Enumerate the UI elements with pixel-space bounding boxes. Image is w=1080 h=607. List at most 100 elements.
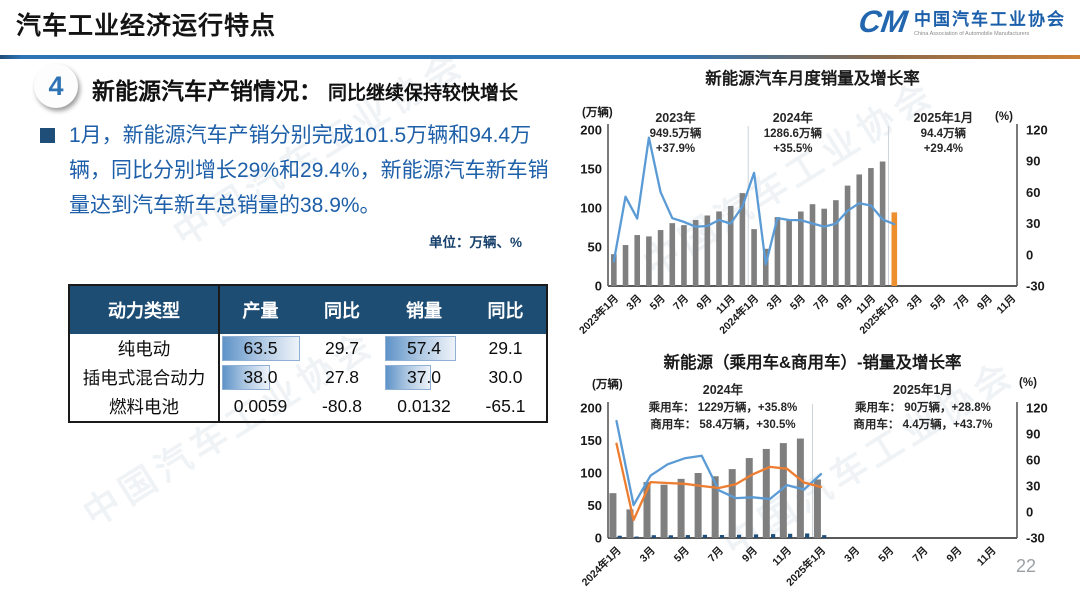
value-databar [385, 336, 456, 361]
cell-value: 纯电动 [117, 339, 171, 359]
cell-value: -65.1 [485, 396, 526, 416]
svg-text:-30: -30 [1026, 531, 1045, 546]
x-axis-label: 3月 [765, 293, 785, 313]
logo-name-en: China Association of Automobile Manufact… [914, 31, 1030, 37]
summary-text: 1月，新能源汽车产销分别完成101.5万辆和94.4万辆，同比分别增长29%和2… [69, 124, 549, 217]
value-databar [222, 336, 301, 361]
table-cell: 纯电动 [69, 334, 220, 363]
monthly-sales-svg: 新能源汽车月度销量及增长率 (万辆) (%) 0 50 100 150 200 -30 0 30 60… [576, 68, 1047, 337]
caam-logo-icon: CM [856, 3, 910, 39]
table-row: 纯电动 63.5 29.7 57.4 29.1 [69, 334, 547, 363]
table-cell: 29.7 [301, 334, 383, 363]
chart-title: 新能源（乘用车&商用车）-销量及增长率 [664, 352, 962, 372]
svg-text:-30: -30 [1026, 279, 1045, 294]
table-cell: -80.8 [301, 392, 383, 422]
chart-annotation: 乘用车： 1229万辆，+35.8% [648, 400, 798, 414]
table-column-header: 产量 [219, 285, 301, 334]
table-cell: 插电式混合动力 [69, 363, 220, 392]
chart-annotation: 1286.6万辆 [764, 126, 823, 140]
chart-annotation: 949.5万辆 [650, 126, 702, 140]
table-cell: 30.0 [465, 363, 547, 392]
table-column-header: 动力类型 [69, 285, 220, 334]
x-axis-label: 9月 [975, 293, 995, 313]
unit-note: 单位：万辆、% [428, 235, 522, 250]
table-cell: 57.4 [383, 334, 465, 363]
pv-cv-sales-chart: 新能源（乘用车&商用车）-销量及增长率 (万辆) (%) 0 50 100 150 200 -3… [570, 350, 1075, 607]
cell-value: 29.7 [324, 338, 360, 358]
x-axis-label: 9月 [835, 293, 855, 313]
x-axis-label: 3月 [842, 545, 862, 565]
header-divider [0, 55, 1080, 59]
x-axis-label: 2023年1月 [576, 292, 621, 337]
bullet-square-icon [40, 128, 55, 143]
table-cell: 0.0059 [219, 392, 301, 422]
chart-annotation: 商用车： 58.4万辆，+30.5% [650, 417, 795, 431]
section-number-badge: 4 [34, 64, 78, 108]
value-databar [385, 365, 432, 390]
table-cell: 63.5 [219, 334, 301, 363]
x-axis-label: 7月 [811, 293, 831, 313]
page-number: 22 [1015, 556, 1036, 576]
monthly-sales-bars-0 [611, 161, 898, 286]
x-axis-label: 2024年1月 [579, 544, 624, 589]
chart-annotation: +29.4% [924, 143, 963, 155]
table-column-header: 同比 [301, 285, 383, 334]
cell-value: 插电式混合动力 [82, 368, 206, 388]
chart-annotation: 2024年 [773, 110, 814, 125]
svg-text:200: 200 [580, 401, 602, 416]
table-cell: -65.1 [465, 392, 547, 422]
table-cell: 27.8 [301, 363, 383, 392]
x-axis-label: 11月 [770, 545, 794, 569]
logo-name-cn: 中国汽车工业协会 [914, 10, 1066, 29]
summary-bullet: 1月，新能源汽车产销分别完成101.5万辆和94.4万辆，同比分别增长29%和2… [38, 118, 562, 223]
svg-text:30: 30 [1026, 479, 1040, 494]
svg-text:150: 150 [580, 433, 602, 448]
page-title: 汽车工业经济运行特点 [16, 12, 277, 40]
chart-annotation: 商用车： 4.4万辆，+43.7% [853, 417, 992, 431]
monthly-sales-chart: 新能源汽车月度销量及增长率 (万辆) (%) 0 50 100 150 200 -30 0 30 60… [570, 64, 1075, 350]
pv-cv-sales-growth-line [615, 419, 823, 507]
chart-annotation: 2025年1月 [913, 110, 973, 125]
svg-text:50: 50 [588, 498, 602, 513]
x-axis-label: 3月 [624, 293, 644, 313]
cell-value: 燃料电池 [109, 397, 179, 417]
table-cell: 38.0 [219, 363, 301, 392]
table-column-header: 销量 [383, 285, 465, 334]
x-axis-label: 7月 [706, 545, 726, 565]
power-table: 动力类型 产量 同比 销量 同比 纯电动 63.5 29.7 57.4 29.1 插电式混合动力 3… [68, 284, 548, 423]
x-axis-label: 3月 [905, 293, 925, 313]
table-cell: 29.1 [465, 334, 547, 363]
chart-annotation: 94.4万辆 [921, 126, 967, 140]
chart-annotation: +37.9% [656, 143, 695, 155]
cell-value: -80.8 [322, 396, 362, 416]
cell-value: 27.8 [324, 367, 360, 387]
svg-text:30: 30 [1026, 216, 1040, 231]
left-axis-unit: (万辆) [592, 377, 623, 391]
chart-title: 新能源汽车月度销量及增长率 [705, 68, 920, 88]
svg-text:90: 90 [1026, 427, 1040, 442]
cell-value: 30.0 [488, 367, 523, 387]
svg-text:0: 0 [1026, 505, 1033, 520]
x-axis-label: 5月 [672, 545, 692, 565]
x-axis-label: 5月 [928, 293, 948, 313]
x-axis-label: 5月 [788, 293, 808, 313]
pv-cv-sales-bars-1 [617, 533, 827, 538]
chart-annotation: 2025年1月 [893, 382, 953, 397]
table-row: 插电式混合动力 38.0 27.8 37.0 30.0 [69, 363, 547, 392]
monthly-sales-growth-line [612, 136, 896, 266]
x-axis-label: 9月 [944, 545, 964, 565]
cell-value: 0.0059 [233, 396, 288, 416]
cell-value: 29.1 [488, 338, 523, 358]
svg-text:50: 50 [588, 240, 602, 255]
svg-text:150: 150 [580, 162, 602, 177]
right-axis-unit: (%) [995, 111, 1013, 123]
left-axis-unit: (万辆) [582, 105, 613, 119]
cell-value: 0.0132 [397, 396, 451, 416]
svg-text:100: 100 [580, 201, 602, 216]
svg-text:100: 100 [580, 466, 602, 481]
pv-cv-sales-svg: 新能源（乘用车&商用车）-销量及增长率 (万辆) (%) 0 50 100 150 200 -3… [579, 352, 1048, 589]
section-heading-main: 新能源汽车产销情况： [92, 78, 322, 104]
x-axis-label: 5月 [876, 545, 896, 565]
right-axis-unit: (%) [1019, 377, 1037, 389]
